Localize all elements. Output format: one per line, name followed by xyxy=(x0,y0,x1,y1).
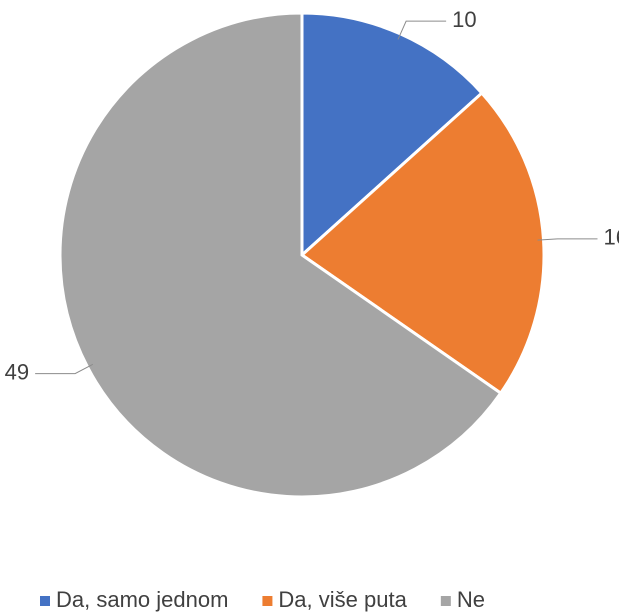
legend-label: Da, samo jednom xyxy=(56,587,228,612)
leader-line xyxy=(35,363,94,375)
data-label: 49 xyxy=(5,359,29,384)
data-label: 10 xyxy=(452,7,476,32)
legend-label: Ne xyxy=(457,587,485,612)
legend-swatch xyxy=(440,596,451,606)
leader-line xyxy=(537,238,598,241)
leader-line xyxy=(397,20,447,40)
legend-label: Da, više puta xyxy=(278,587,407,612)
legend-swatch xyxy=(40,596,50,606)
legend-swatch xyxy=(262,596,273,606)
data-label: 16 xyxy=(603,225,619,250)
